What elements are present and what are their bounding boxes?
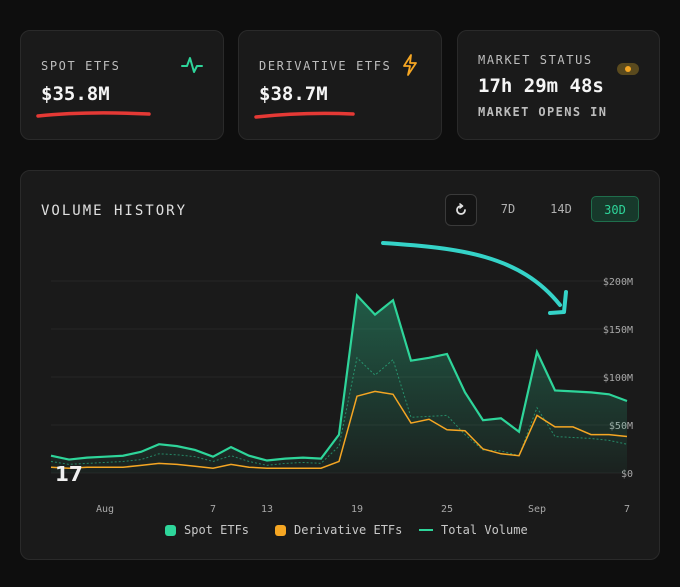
- derivative-etfs-card: DERIVATIVE ETFS $38.7M: [238, 30, 442, 140]
- spot-etfs-value: $35.8M: [41, 83, 110, 105]
- range-14d-button[interactable]: 14D: [550, 202, 572, 216]
- x-tick-label: 13: [261, 504, 273, 515]
- tradingview-logo: 17: [55, 462, 83, 486]
- chart-title: VOLUME HISTORY: [41, 203, 188, 219]
- y-tick-label: $100M: [603, 373, 633, 384]
- legend-derivative-etfs[interactable]: Derivative ETFs: [275, 523, 402, 537]
- market-opens-label: MARKET OPENS IN: [478, 105, 608, 119]
- legend-spot-etfs[interactable]: Spot ETFs: [165, 523, 249, 537]
- spot-etfs-card: SPOT ETFS $35.8M: [20, 30, 224, 140]
- pulse-icon: [181, 57, 203, 73]
- x-tick-label: 7: [210, 504, 216, 515]
- range-30d-button[interactable]: 30D: [591, 196, 639, 222]
- x-tick-label: 7: [624, 504, 630, 515]
- legend-derivative-label: Derivative ETFs: [294, 523, 403, 537]
- x-tick-label: 25: [441, 504, 453, 515]
- y-tick-label: $150M: [603, 325, 633, 336]
- y-tick-label: $0: [621, 469, 633, 480]
- market-countdown: 17h 29m 48s: [478, 75, 604, 97]
- lightning-icon: [403, 54, 417, 76]
- legend-total-label: Total Volume: [441, 523, 528, 537]
- total-volume-area: [51, 295, 627, 473]
- x-tick-label: Aug: [96, 504, 114, 515]
- derivative-etfs-label: DERIVATIVE ETFS: [259, 59, 392, 73]
- spot-etfs-label: SPOT ETFS: [41, 59, 121, 73]
- market-status-label: MARKET STATUS: [478, 53, 593, 67]
- derivative-etfs-line: [50, 390, 628, 469]
- refresh-button[interactable]: [445, 194, 477, 226]
- legend-derivative-swatch: [275, 524, 286, 536]
- total-volume-line: [50, 292, 628, 462]
- x-tick-label: Sep: [528, 504, 546, 515]
- volume-history-panel: VOLUME HISTORY 7D 14D 30D $200M $150M $100…: [20, 170, 660, 560]
- market-status-card: MARKET STATUS 17h 29m 48s MARKET OPENS I…: [457, 30, 660, 140]
- spot-etfs-line: [50, 356, 628, 466]
- x-tick-label: 19: [351, 504, 363, 515]
- market-status-indicator: [617, 63, 639, 75]
- range-7d-button[interactable]: 7D: [500, 202, 516, 216]
- y-tick-label: $200M: [603, 277, 633, 288]
- legend-total-swatch: [419, 529, 433, 531]
- refresh-icon: [456, 203, 466, 215]
- legend-total-volume[interactable]: Total Volume: [419, 523, 528, 537]
- red-underline-annotation: [36, 111, 151, 118]
- red-underline-annotation: [254, 111, 355, 119]
- legend-spot-swatch: [165, 524, 176, 536]
- legend-spot-label: Spot ETFs: [184, 523, 250, 537]
- derivative-etfs-value: $38.7M: [259, 83, 328, 105]
